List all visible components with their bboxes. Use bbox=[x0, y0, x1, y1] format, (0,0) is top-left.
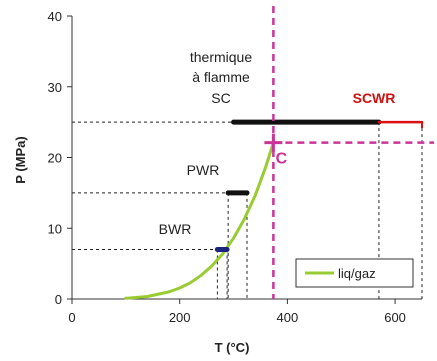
x-axis-title: T (°C) bbox=[215, 340, 250, 355]
legend: liq/gaz bbox=[295, 258, 414, 288]
pwr-label: PWR bbox=[187, 162, 220, 178]
legend-label: liq/gaz bbox=[338, 266, 376, 281]
scwr-label: SCWR bbox=[353, 90, 396, 106]
x-tick-label: 600 bbox=[384, 310, 406, 325]
tick-labels: 0 200 400 600 0 10 20 30 40 bbox=[48, 9, 406, 325]
y-tick-label: 10 bbox=[48, 221, 62, 236]
x-tick-label: 400 bbox=[277, 310, 299, 325]
y-tick-label: 30 bbox=[48, 80, 62, 95]
bwr-label: BWR bbox=[159, 221, 192, 237]
y-tick-label: 20 bbox=[48, 151, 62, 166]
operating-ranges bbox=[214, 119, 424, 252]
y-tick-label: 0 bbox=[55, 292, 62, 307]
liq-gaz-curve bbox=[124, 141, 275, 300]
curve-layer bbox=[124, 141, 275, 300]
y-axis-title: P (MPa) bbox=[13, 136, 28, 183]
reference-lines bbox=[72, 121, 423, 299]
critical-point-layer bbox=[264, 6, 434, 299]
thermique-label-line3: SC bbox=[211, 90, 230, 106]
thermique-label-line2: à flamme bbox=[192, 69, 250, 85]
x-tick-label: 0 bbox=[68, 310, 75, 325]
critical-point-label: C bbox=[276, 151, 288, 168]
y-tick-label: 40 bbox=[48, 9, 62, 24]
x-tick-label: 200 bbox=[169, 310, 191, 325]
thermique-label-line1: thermique bbox=[190, 49, 252, 65]
